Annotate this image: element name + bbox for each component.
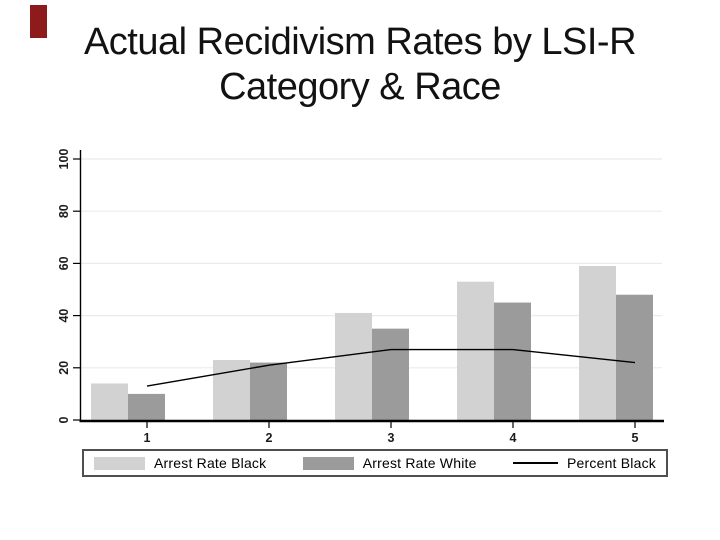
bar bbox=[91, 383, 128, 420]
bar bbox=[128, 393, 165, 420]
bar bbox=[616, 294, 653, 420]
legend-line-sample-percent-black bbox=[513, 462, 558, 464]
legend-swatch-arrest-rate-black bbox=[94, 456, 145, 470]
x-tick-label: 2 bbox=[266, 431, 273, 445]
x-tick-label: 4 bbox=[510, 431, 517, 445]
chart-legend: Arrest Rate Black Arrest Rate White Perc… bbox=[82, 449, 668, 477]
legend-item-arrest-rate-black: Arrest Rate Black bbox=[94, 455, 266, 471]
x-tick-label: 5 bbox=[632, 431, 639, 445]
bar bbox=[372, 328, 409, 420]
legend-item-percent-black: Percent Black bbox=[513, 455, 656, 471]
legend-item-arrest-rate-white: Arrest Rate White bbox=[302, 455, 477, 471]
legend-label-arrest-rate-white: Arrest Rate White bbox=[362, 455, 477, 471]
bar bbox=[250, 362, 287, 420]
bar bbox=[494, 302, 531, 420]
bar bbox=[457, 281, 494, 420]
slide-title: Actual Recidivism Rates by LSI-R Categor… bbox=[0, 20, 720, 110]
legend-label-percent-black: Percent Black bbox=[567, 455, 656, 471]
legend-swatch-arrest-rate-white bbox=[302, 456, 354, 470]
line-series bbox=[146, 348, 636, 387]
legend-label-arrest-rate-black: Arrest Rate Black bbox=[154, 455, 267, 471]
y-tick-label: 100 bbox=[57, 149, 71, 170]
slide-accent-ribbon bbox=[30, 5, 47, 38]
bar bbox=[335, 312, 372, 420]
slide-title-line1: Actual Recidivism Rates by LSI-R bbox=[83, 21, 637, 63]
x-tick-label: 1 bbox=[144, 431, 151, 445]
y-tick-label: 80 bbox=[57, 204, 71, 218]
y-tick-label: 60 bbox=[57, 256, 71, 270]
y-tick-label: 20 bbox=[57, 361, 71, 375]
x-tick-label: 3 bbox=[388, 431, 395, 445]
y-tick-label: 40 bbox=[57, 309, 71, 323]
slide-title-line2: Category & Race bbox=[219, 66, 501, 108]
bar bbox=[579, 266, 616, 420]
y-tick-label: 0 bbox=[57, 416, 71, 423]
